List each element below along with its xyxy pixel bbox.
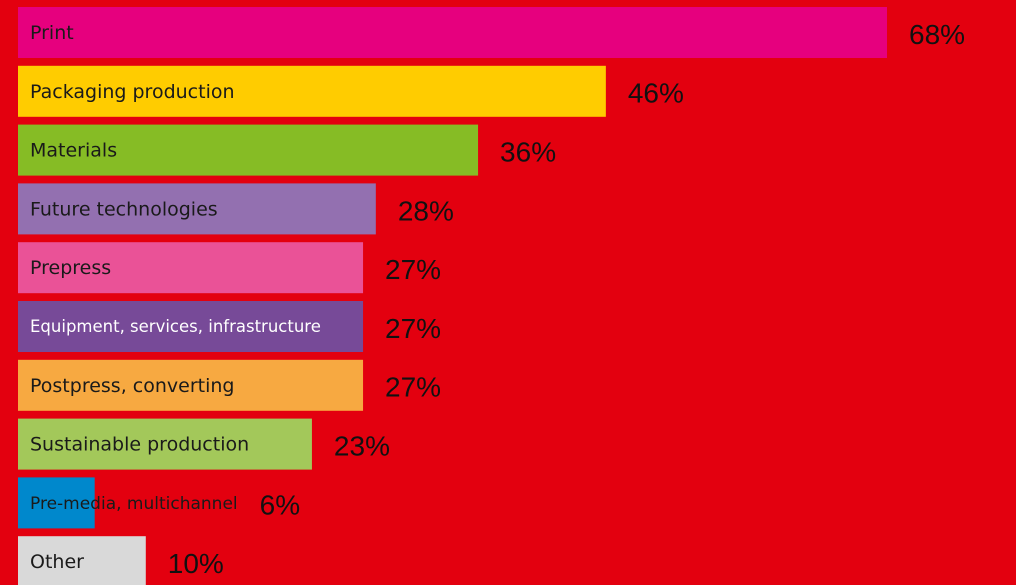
value-label: 28% — [398, 195, 454, 226]
value-label: 23% — [334, 430, 390, 461]
category-label: Other — [30, 551, 84, 573]
bar — [18, 477, 95, 529]
bar — [18, 65, 606, 117]
category-label: Equipment, services, infrastructure — [30, 317, 321, 336]
value-label: 6% — [260, 489, 300, 520]
category-label: Print — [30, 22, 74, 44]
bar — [18, 124, 479, 176]
value-label: 10% — [168, 548, 224, 579]
bar — [18, 536, 146, 585]
category-label: Future technologies — [30, 198, 218, 220]
value-label: 46% — [628, 78, 684, 109]
category-label: Sustainable production — [30, 434, 249, 456]
category-label: Pre-media, multichannel — [30, 494, 238, 514]
value-label: 27% — [385, 254, 441, 285]
category-label: Materials — [30, 140, 117, 162]
bar — [18, 7, 887, 58]
bar — [18, 301, 364, 352]
bar — [18, 359, 364, 411]
category-label: Prepress — [30, 257, 111, 279]
category-label: Packaging production — [30, 81, 235, 103]
bar — [18, 242, 364, 294]
value-label: 27% — [385, 372, 441, 403]
value-label: 36% — [500, 136, 556, 167]
category-label: Postpress, converting — [30, 375, 234, 397]
bar — [18, 418, 312, 470]
value-label: 27% — [385, 313, 441, 344]
value-label: 68% — [909, 19, 965, 50]
bar — [18, 183, 376, 235]
